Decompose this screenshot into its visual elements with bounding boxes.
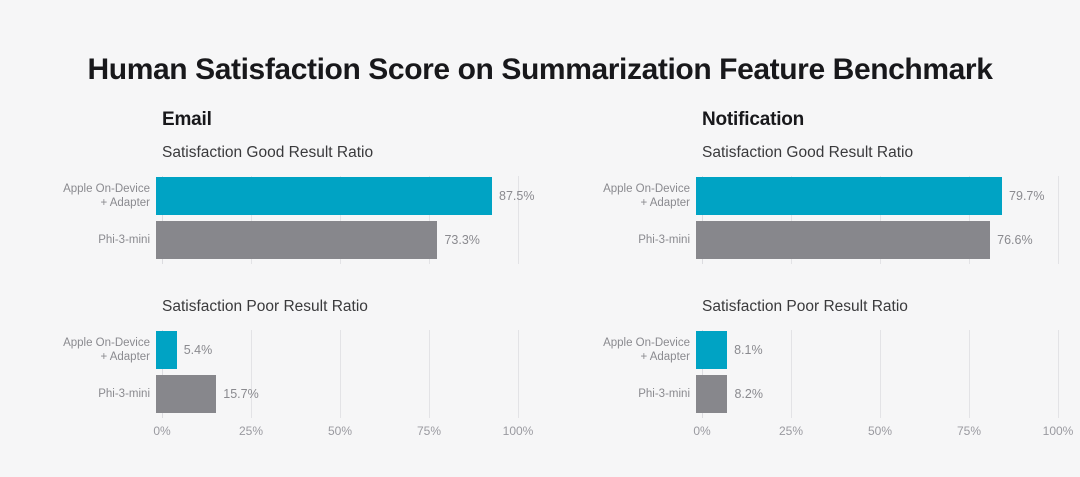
bar-rows: Apple On-Device + Adapter 87.5% Phi-3-mini… bbox=[20, 176, 540, 260]
category-label: Phi-3-mini bbox=[638, 388, 690, 400]
bar-value-label: 8.2% bbox=[734, 387, 763, 401]
axis-ticks: 0% 25% 50% 75% 100% bbox=[693, 424, 1073, 446]
section-title: Satisfaction Poor Result Ratio bbox=[702, 298, 908, 315]
category-label: Apple On-Device + Adapter bbox=[603, 183, 690, 209]
bar-row: Phi-3-mini 76.6% bbox=[560, 220, 1080, 260]
chart-section: Satisfaction Good Result Ratio Apple On-D… bbox=[560, 142, 1080, 264]
x-axis: 0% 25% 50% 75% 100% bbox=[560, 424, 1080, 446]
section-title: Satisfaction Good Result Ratio bbox=[162, 144, 374, 161]
bar-value-label: 76.6% bbox=[997, 233, 1033, 247]
bar-rows: Apple On-Device + Adapter 5.4% Phi-3-mini 1… bbox=[20, 330, 540, 414]
plot-area: Apple On-Device + Adapter 5.4% Phi-3-mini 1… bbox=[20, 330, 540, 418]
bar-muted[interactable] bbox=[696, 375, 728, 413]
axis-tick-label: 25% bbox=[238, 424, 264, 438]
x-axis: 0% 25% 50% 75% 100% bbox=[20, 424, 540, 446]
panel-inner: Notification Satisfaction Good Result Rat… bbox=[540, 108, 1080, 446]
plot-area: Apple On-Device + Adapter 8.1% Phi-3-mini 8… bbox=[560, 330, 1080, 418]
chart-section: Satisfaction Poor Result Ratio Apple On-D… bbox=[560, 296, 1080, 446]
panel-heading: Email bbox=[162, 109, 212, 130]
axis-tick-label: 25% bbox=[778, 424, 804, 438]
category-label: Phi-3-mini bbox=[98, 388, 150, 400]
bar-accent[interactable] bbox=[156, 177, 492, 215]
bar-value-label: 8.1% bbox=[734, 343, 763, 357]
axis-tick-label: 75% bbox=[956, 424, 982, 438]
bar-track: 8.2% bbox=[696, 375, 1080, 413]
bar-track: 79.7% bbox=[696, 177, 1080, 215]
axis-tick-label: 75% bbox=[416, 424, 442, 438]
panel-inner: Email Satisfaction Good Result Ratio Apple… bbox=[0, 108, 540, 446]
bar-value-label: 87.5% bbox=[499, 189, 535, 203]
bar-row: Apple On-Device + Adapter 79.7% bbox=[560, 176, 1080, 216]
bar-track: 76.6% bbox=[696, 221, 1080, 259]
axis-tick-label: 100% bbox=[502, 424, 534, 438]
bar-value-label: 5.4% bbox=[183, 343, 213, 357]
panel-notification: Notification Satisfaction Good Result Rat… bbox=[540, 108, 1080, 446]
bar-track: 5.4% bbox=[156, 331, 540, 369]
axis-tick-label: 50% bbox=[867, 424, 893, 438]
axis-tick-label: 100% bbox=[1042, 424, 1074, 438]
axis-ticks: 0% 25% 50% 75% 100% bbox=[153, 424, 533, 446]
bar-value-label: 15.7% bbox=[223, 387, 259, 401]
category-label: Phi-3-mini bbox=[98, 234, 150, 246]
page-title: Human Satisfaction Score on Summarizatio… bbox=[87, 53, 993, 86]
bar-track: 73.3% bbox=[156, 221, 540, 259]
bar-value-label: 79.7% bbox=[1009, 189, 1045, 203]
plot-area: Apple On-Device + Adapter 79.7% Phi-3-mini… bbox=[560, 176, 1080, 264]
bar-muted[interactable] bbox=[156, 375, 217, 413]
axis-tick-label: 0% bbox=[693, 424, 711, 438]
bar-track: 15.7% bbox=[156, 375, 540, 413]
bar-accent[interactable] bbox=[156, 331, 177, 369]
section-title: Satisfaction Poor Result Ratio bbox=[162, 298, 368, 315]
plot-area: Apple On-Device + Adapter 87.5% Phi-3-mini… bbox=[20, 176, 540, 264]
bar-muted[interactable] bbox=[156, 221, 438, 259]
bar-row: Apple On-Device + Adapter 87.5% bbox=[20, 176, 540, 216]
bar-rows: Apple On-Device + Adapter 8.1% Phi-3-mini 8… bbox=[560, 330, 1080, 414]
bar-track: 8.1% bbox=[696, 331, 1080, 369]
panel-container: Email Satisfaction Good Result Ratio Apple… bbox=[0, 108, 1080, 446]
bar-row: Phi-3-mini 8.2% bbox=[560, 374, 1080, 414]
bar-row: Apple On-Device + Adapter 8.1% bbox=[560, 330, 1080, 370]
category-label: Phi-3-mini bbox=[638, 234, 690, 246]
category-label: Apple On-Device + Adapter bbox=[63, 337, 150, 363]
panel-heading: Notification bbox=[702, 109, 805, 130]
bar-row: Apple On-Device + Adapter 5.4% bbox=[20, 330, 540, 370]
section-title: Satisfaction Good Result Ratio bbox=[702, 144, 914, 161]
category-label: Apple On-Device + Adapter bbox=[603, 337, 690, 363]
chart-section: Satisfaction Poor Result Ratio Apple On-D… bbox=[20, 296, 540, 446]
panel-email: Email Satisfaction Good Result Ratio Apple… bbox=[0, 108, 540, 446]
axis-tick-label: 0% bbox=[153, 424, 171, 438]
bar-rows: Apple On-Device + Adapter 79.7% Phi-3-mini… bbox=[560, 176, 1080, 260]
chart-section: Satisfaction Good Result Ratio Apple On-D… bbox=[20, 142, 540, 264]
bar-row: Phi-3-mini 73.3% bbox=[20, 220, 540, 260]
bar-muted[interactable] bbox=[696, 221, 991, 259]
bar-accent[interactable] bbox=[696, 177, 1003, 215]
category-label: Apple On-Device + Adapter bbox=[63, 183, 150, 209]
bar-accent[interactable] bbox=[696, 331, 728, 369]
axis-tick-label: 50% bbox=[327, 424, 353, 438]
bar-row: Phi-3-mini 15.7% bbox=[20, 374, 540, 414]
bar-value-label: 73.3% bbox=[444, 233, 480, 247]
bar-track: 87.5% bbox=[156, 177, 540, 215]
